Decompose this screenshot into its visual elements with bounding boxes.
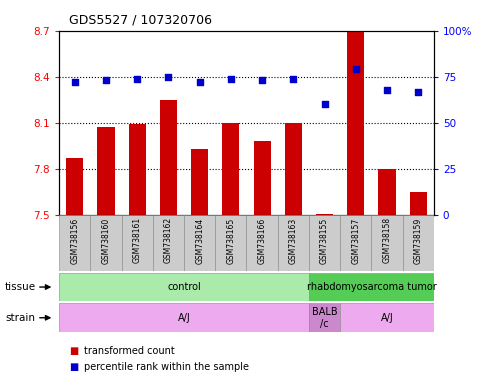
Text: strain: strain [5, 313, 35, 323]
Point [320, 101, 328, 108]
Bar [285, 123, 302, 215]
Text: GDS5527 / 107320706: GDS5527 / 107320706 [69, 14, 212, 27]
Point [289, 76, 297, 82]
Bar [403, 215, 434, 271]
Text: transformed count: transformed count [84, 346, 175, 356]
Text: GSM738158: GSM738158 [383, 217, 391, 263]
Point [414, 88, 422, 94]
Bar [98, 127, 114, 215]
Bar [191, 149, 208, 215]
Text: GSM738161: GSM738161 [133, 217, 141, 263]
Text: rhabdomyosarcoma tumor: rhabdomyosarcoma tumor [307, 282, 436, 292]
Bar [340, 303, 434, 332]
Text: tissue: tissue [5, 282, 36, 292]
Bar [340, 215, 371, 271]
Text: A/J: A/J [381, 313, 393, 323]
Text: GSM738157: GSM738157 [352, 217, 360, 263]
Point [133, 76, 141, 82]
Point [196, 79, 204, 85]
Text: GSM738162: GSM738162 [164, 217, 173, 263]
Bar [379, 169, 395, 215]
Bar [309, 273, 434, 301]
Point [227, 76, 235, 82]
Bar [59, 215, 90, 271]
Text: GSM738165: GSM738165 [226, 217, 235, 263]
Point [383, 87, 391, 93]
Text: GSM738163: GSM738163 [289, 217, 298, 263]
Bar [309, 215, 340, 271]
Bar [222, 123, 240, 215]
Bar [66, 158, 83, 215]
Text: ■: ■ [69, 346, 78, 356]
Bar [59, 303, 309, 332]
Bar [316, 214, 333, 215]
Bar [215, 215, 246, 271]
Point [258, 78, 266, 84]
Text: control: control [167, 282, 201, 292]
Bar [246, 215, 278, 271]
Bar [184, 215, 215, 271]
Text: GSM738159: GSM738159 [414, 217, 423, 263]
Text: GSM738156: GSM738156 [70, 217, 79, 263]
Bar [371, 215, 403, 271]
Text: GSM738160: GSM738160 [102, 217, 110, 263]
Text: BALB
/c: BALB /c [312, 307, 337, 329]
Text: ■: ■ [69, 362, 78, 372]
Point [71, 79, 79, 85]
Bar [309, 303, 340, 332]
Text: GSM738155: GSM738155 [320, 217, 329, 263]
Bar [410, 192, 427, 215]
Bar [160, 100, 177, 215]
Text: GSM738164: GSM738164 [195, 217, 204, 263]
Bar [347, 31, 364, 215]
Bar [122, 215, 153, 271]
Text: percentile rank within the sample: percentile rank within the sample [84, 362, 249, 372]
Bar [90, 215, 122, 271]
Bar [129, 124, 146, 215]
Text: A/J: A/J [177, 313, 190, 323]
Bar [278, 215, 309, 271]
Point [102, 78, 110, 84]
Point [352, 66, 360, 73]
Bar [253, 141, 271, 215]
Point [165, 74, 173, 80]
Text: GSM738166: GSM738166 [258, 217, 267, 263]
Bar [153, 215, 184, 271]
Bar [59, 273, 309, 301]
